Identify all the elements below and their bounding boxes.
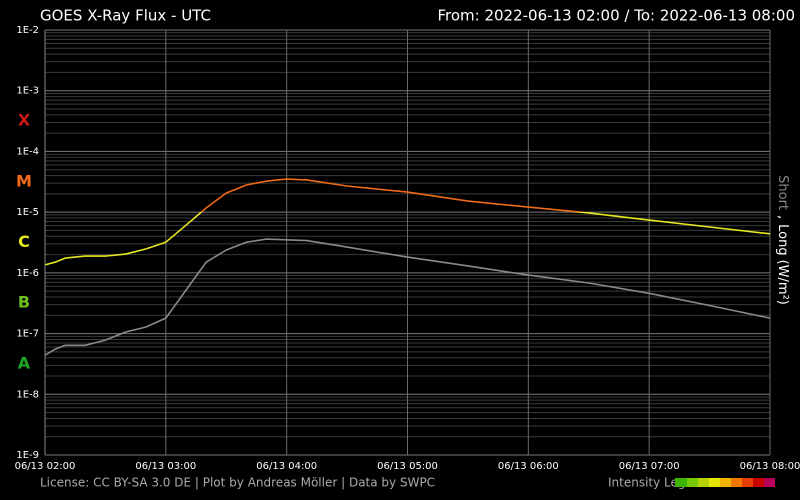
class-label: C	[18, 232, 30, 251]
x-tick-label: 06/13 08:00	[740, 461, 800, 472]
footer: License: CC BY-SA 3.0 DE | Plot by Andre…	[40, 476, 435, 490]
chart-title: GOES X-Ray Flux - UTC	[40, 7, 211, 25]
series-line	[44, 238, 771, 356]
legend-separator: ,	[776, 215, 791, 219]
y-tick-label: 1E-4	[16, 146, 39, 157]
class-label: B	[18, 293, 30, 312]
x-tick-label: 06/13 03:00	[135, 461, 196, 472]
x-tick-label: 06/13 05:00	[377, 461, 438, 472]
class-label: X	[18, 111, 31, 130]
date-range: From: 2022-06-13 02:00 / To: 2022-06-13 …	[437, 7, 795, 25]
grid	[44, 29, 771, 456]
unit: (W/m²)	[776, 260, 791, 305]
class-label: A	[18, 353, 31, 372]
series-line	[44, 178, 771, 266]
x-tick-label: 06/13 07:00	[619, 461, 680, 472]
y-tick-label: 1E-3	[16, 86, 39, 97]
y-tick-label: 1E-9	[16, 450, 39, 461]
y-tick-label: 1E-5	[16, 207, 39, 218]
x-tick-label: 06/13 06:00	[498, 461, 559, 472]
x-tick-label: 06/13 04:00	[256, 461, 317, 472]
class-label: M	[16, 171, 32, 190]
legend-long: Long	[776, 224, 791, 255]
intensity-legend-label: Intensity Leg	[608, 476, 686, 490]
y-tick-label: 1E-2	[16, 25, 39, 36]
axis-legend: Short, Long (W/m²)	[776, 175, 791, 305]
y-tick-label: 1E-7	[16, 329, 39, 340]
legend-short: Short	[776, 175, 791, 210]
y-tick-label: 1E-6	[16, 268, 39, 279]
y-tick-label: 1E-8	[16, 389, 39, 400]
intensity-legend-bar	[675, 478, 775, 487]
x-tick-label: 06/13 02:00	[15, 461, 76, 472]
